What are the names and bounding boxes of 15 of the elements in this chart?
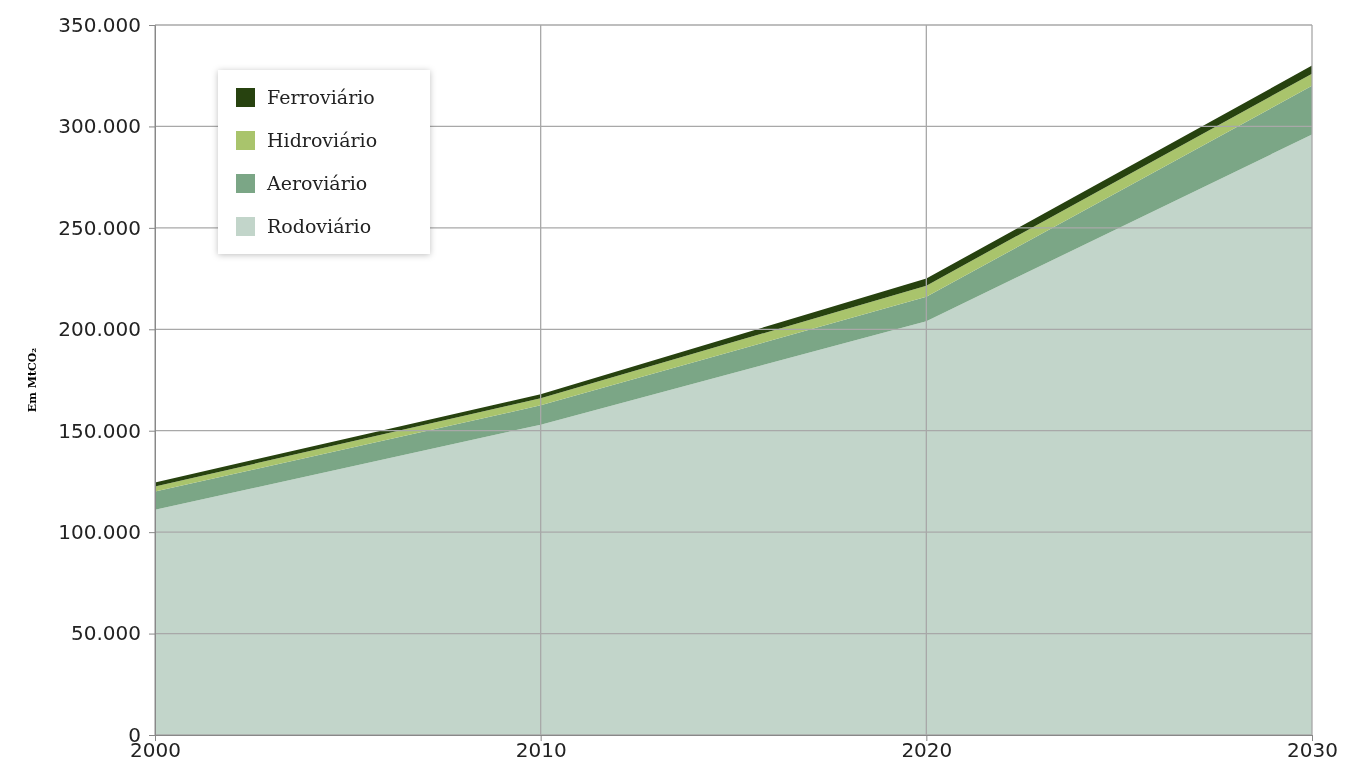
- legend-label: Hidroviário: [267, 129, 378, 151]
- x-tick-label: 2010: [515, 738, 567, 763]
- x-tick-label: 2020: [901, 738, 953, 763]
- legend-label: Ferroviário: [267, 86, 375, 108]
- legend-label: Rodoviário: [267, 215, 372, 237]
- y-tick-label: 350.000: [58, 12, 141, 37]
- x-tick-label: 2030: [1287, 738, 1338, 763]
- y-tick-label: 300.000: [58, 114, 141, 139]
- y-tick-label: 150.000: [58, 418, 141, 443]
- y-tick-label: 50.000: [71, 621, 141, 646]
- y-tick-label: 250.000: [58, 215, 141, 240]
- y-tick-label: 100.000: [58, 520, 141, 545]
- y-axis-title: Em MtCO₂: [26, 347, 39, 413]
- y-tick-label: 200.000: [58, 317, 141, 342]
- legend-label: Aeroviário: [266, 172, 368, 194]
